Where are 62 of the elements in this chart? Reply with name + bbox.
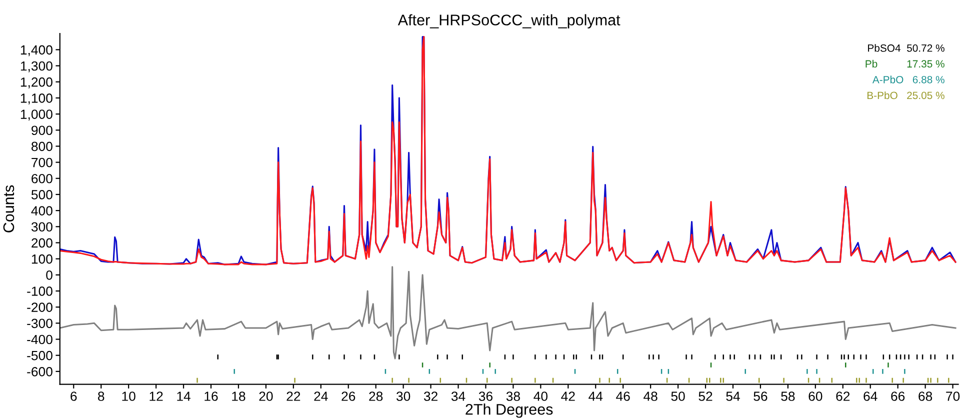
- x-tick-label: 14: [177, 392, 190, 401]
- x-tick-label: 28: [369, 392, 383, 401]
- y-tick-label: 1,400: [20, 45, 52, 56]
- x-tick-label: 54: [726, 392, 740, 401]
- y-tick-label: 800: [32, 142, 52, 152]
- x-tick-label: 10: [122, 392, 136, 401]
- y-tick-label: -300: [27, 318, 52, 328]
- x-tick-label: 12: [150, 392, 163, 401]
- x-tick-label: 46: [616, 392, 630, 401]
- x-tick-label: 24: [314, 392, 328, 401]
- y-tick-label: -500: [27, 350, 52, 360]
- y-tick-label: 0: [46, 270, 52, 280]
- x-tick-label: 6: [70, 392, 77, 401]
- x-tick-label: 50: [671, 392, 685, 401]
- x-tick-label: 18: [232, 392, 246, 401]
- y-tick-label: 1,000: [20, 110, 52, 121]
- x-tick-label: 42: [561, 392, 575, 401]
- x-tick-label: 36: [478, 392, 492, 401]
- y-tick-label: -600: [27, 367, 52, 376]
- y-tick-label: -200: [27, 302, 52, 312]
- y-tick-label: -400: [27, 334, 52, 344]
- chart-title: After_HRPSoCCC_with_polymat: [398, 14, 620, 28]
- y-tick-label: 900: [32, 126, 52, 136]
- x-tick-label: 60: [808, 392, 822, 401]
- y-tick-label: 500: [31, 190, 52, 200]
- y-tick-label: 1,300: [20, 61, 52, 72]
- x-tick-label: 8: [98, 392, 104, 401]
- x-tick-label: 62: [836, 392, 850, 401]
- text: PbSO4 50.72 %: [868, 44, 944, 52]
- x-tick-label: 58: [781, 392, 795, 401]
- x-axis-title: 2Th Degrees: [466, 404, 553, 418]
- text: A-PbO 6.88 %: [872, 76, 944, 84]
- y-tick-label: -100: [27, 286, 52, 296]
- y-tick-label: 400: [31, 206, 52, 216]
- text: B-PbO 25.05 %: [867, 91, 944, 100]
- x-tick-label: 32: [424, 392, 438, 401]
- x-tick-label: 44: [588, 392, 603, 401]
- x-tick-label: 38: [506, 392, 520, 401]
- x-tick-label: 56: [754, 392, 768, 401]
- y-tick-label: 300: [31, 222, 52, 232]
- x-tick-label: 68: [918, 392, 932, 401]
- x-tick-label: 22: [286, 392, 300, 401]
- x-tick-label: 70: [946, 392, 960, 401]
- x-tick-label: 52: [698, 392, 712, 401]
- x-tick-label: 16: [204, 392, 218, 401]
- x-tick-label: 20: [259, 392, 273, 401]
- x-tick-label: 66: [891, 392, 905, 401]
- y-tick-label: 100: [32, 254, 52, 264]
- x-tick-label: 64: [864, 392, 878, 401]
- y-tick-label: 200: [32, 238, 52, 248]
- x-tick-label: 34: [451, 392, 466, 401]
- y-axis-title: Counts: [3, 185, 14, 232]
- y-tick-label: 1,200: [20, 77, 52, 88]
- y-tick-label: 600: [32, 174, 52, 184]
- line-series: [60, 266, 956, 360]
- x-tick-label: 26: [342, 392, 356, 401]
- x-tick-label: 30: [396, 392, 410, 401]
- y-tick-label: 700: [32, 158, 52, 168]
- text: Pb 17.35 %: [866, 60, 944, 68]
- y-tick-label: 1,100: [20, 94, 52, 104]
- x-tick-label: 40: [534, 392, 548, 401]
- x-tick-label: 48: [644, 392, 658, 401]
